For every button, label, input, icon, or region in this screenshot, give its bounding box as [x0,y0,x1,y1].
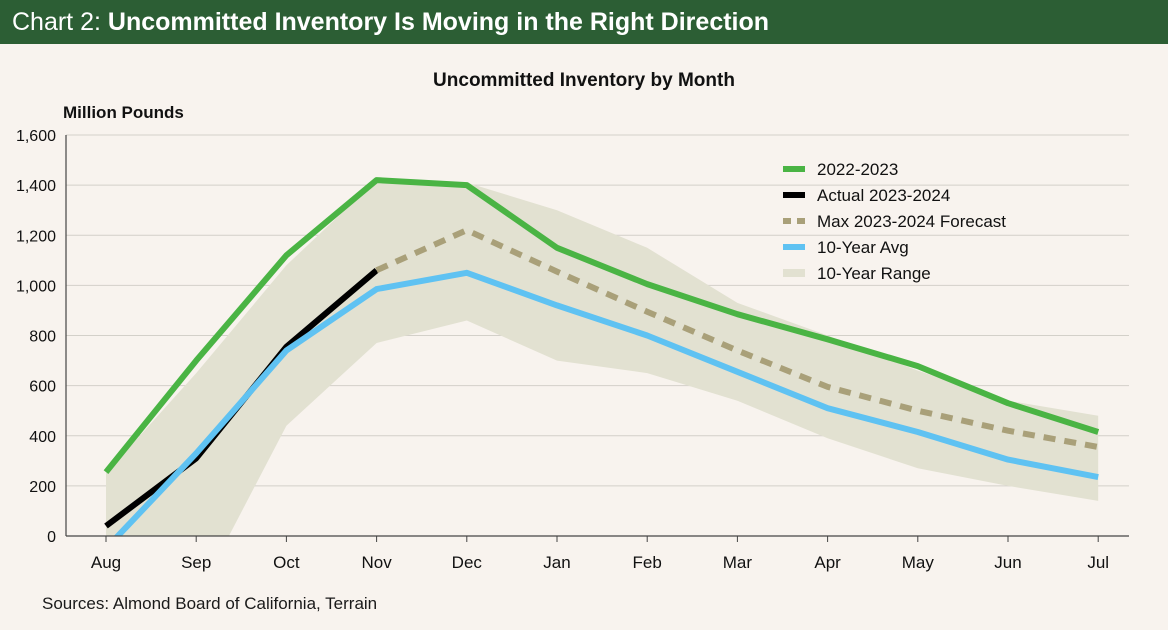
series-line-max-2023-2024-forecast [375,227,1099,450]
chart-number: Chart 2: [12,8,101,36]
y-tick-label: 600 [29,379,56,396]
series-line-2022-2023 [103,177,1100,474]
chart-header: Chart 2: Uncommitted Inventory Is Moving… [0,0,1168,44]
y-tick-label: 1,000 [16,278,56,295]
x-tick-label: Jan [543,553,570,572]
chart-title: Uncommitted Inventory by Month [433,70,735,91]
x-tick-label: Jul [1087,553,1109,572]
line-chart: Uncommitted Inventory by Month Million P… [16,70,1129,572]
legend-label: Max 2023-2024 Forecast [817,212,1006,231]
source-note: Sources: Almond Board of California, Ter… [42,594,378,613]
y-tick-label: 0 [47,529,56,546]
series-layer [103,177,1100,536]
series-line-10-year-avg [113,269,1099,536]
range-band-10-year [106,180,1099,536]
x-tick-label: Aug [91,553,121,572]
x-tick-label: Nov [361,553,392,572]
legend-label: 10-Year Avg [817,238,909,257]
x-tick-label: May [902,553,935,572]
range-band-layer [106,180,1099,536]
legend-label: 2022-2023 [817,160,898,179]
tick-labels: 0 200 400 600 800 1,000 1,200 1,400 1,600 Aug Sep O… [16,128,1109,572]
y-tick-label: 1,400 [16,178,56,195]
y-tick-label: 400 [29,429,56,446]
y-tick-label: 1,600 [16,128,56,145]
x-tick-label: Mar [723,553,753,572]
y-axis-label: Million Pounds [63,103,184,122]
y-tick-label: 200 [29,479,56,496]
y-tick-label: 800 [29,329,56,346]
legend-swatch-10-year-range [783,269,805,277]
legend: 2022-2023 Actual 2023-2024 Max 2023-2024 F… [783,160,1006,283]
x-tick-label: Dec [452,553,483,572]
x-tick-label: Apr [814,553,841,572]
y-tick-label: 1,200 [16,228,56,245]
legend-label: 10-Year Range [817,264,931,283]
x-tick-label: Sep [181,553,211,572]
x-tick-label: Jun [994,553,1021,572]
chart-headline: Uncommitted Inventory Is Moving in the R… [107,8,770,36]
axes [65,135,1129,542]
x-tick-label: Oct [273,553,300,572]
x-tick-label: Feb [633,553,662,572]
legend-label: Actual 2023-2024 [817,186,950,205]
